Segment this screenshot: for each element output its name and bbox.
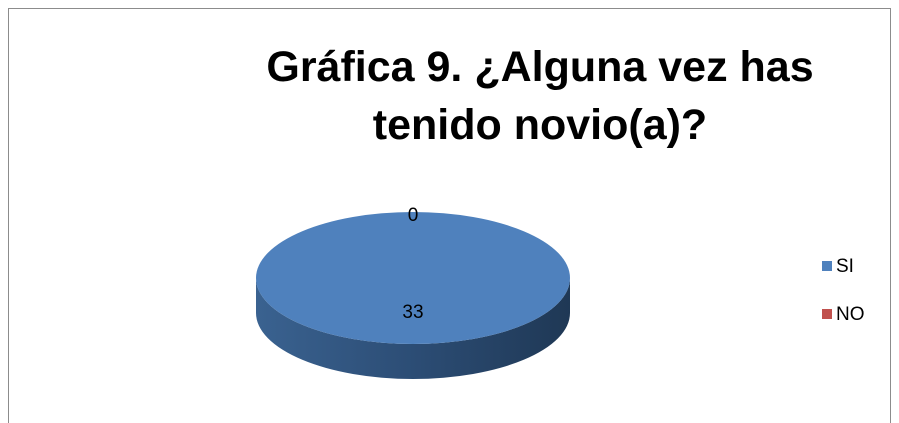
chart-border bbox=[8, 8, 891, 423]
chart-title: Gráfica 9. ¿Alguna vez has tenido novio(… bbox=[266, 43, 814, 149]
legend-label: NO bbox=[836, 304, 865, 325]
legend-swatch bbox=[822, 309, 832, 319]
pie-side bbox=[256, 278, 570, 379]
data-label: 33 bbox=[402, 302, 423, 323]
legend-swatch bbox=[822, 261, 832, 271]
legend-label: SI bbox=[836, 256, 854, 277]
pie-slice bbox=[256, 212, 570, 344]
data-label: 0 bbox=[408, 205, 419, 226]
